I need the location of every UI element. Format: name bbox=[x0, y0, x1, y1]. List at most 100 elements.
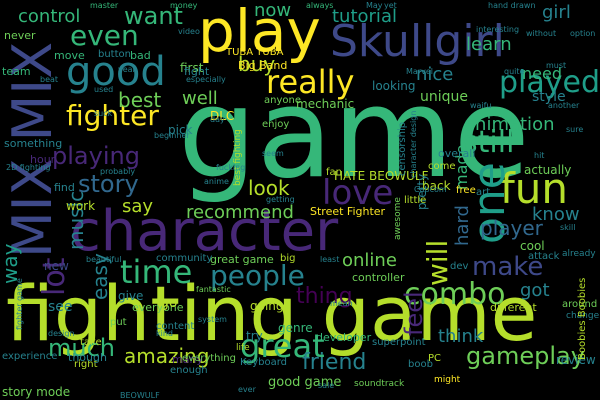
word: work bbox=[66, 199, 96, 213]
word: Big Band bbox=[238, 59, 288, 72]
word: story mode bbox=[2, 385, 71, 399]
word: system bbox=[198, 315, 227, 324]
word: hand drawn bbox=[488, 1, 536, 10]
word: PC bbox=[428, 353, 442, 364]
word: awesome bbox=[393, 197, 403, 240]
word: good bbox=[66, 49, 166, 95]
word: right bbox=[74, 359, 98, 370]
word: really bbox=[266, 63, 355, 101]
word: many bbox=[172, 353, 203, 366]
word: playing bbox=[52, 142, 140, 170]
word: best fighting bbox=[233, 129, 243, 186]
word: come bbox=[428, 161, 456, 172]
word: combo bbox=[404, 277, 506, 312]
word: never bbox=[4, 29, 36, 42]
word: know bbox=[532, 204, 580, 225]
word: Marvel bbox=[406, 67, 433, 76]
word: day bbox=[210, 115, 225, 124]
word: back bbox=[422, 179, 451, 193]
word: skill bbox=[560, 223, 576, 232]
word: now bbox=[254, 0, 292, 21]
word: played bbox=[499, 65, 600, 100]
word: seem bbox=[262, 149, 284, 158]
word: go bbox=[160, 295, 178, 311]
word: might bbox=[434, 375, 461, 385]
word: design bbox=[48, 329, 75, 338]
word: team bbox=[2, 65, 31, 78]
word: feel bbox=[400, 291, 428, 336]
word: BEOWULF bbox=[120, 391, 160, 400]
word: soundtrack bbox=[354, 379, 405, 389]
word: love bbox=[322, 173, 394, 213]
word: want bbox=[124, 2, 183, 30]
word: life bbox=[236, 343, 250, 353]
word: anime bbox=[204, 177, 229, 186]
word: much bbox=[48, 334, 115, 362]
word: thing bbox=[296, 284, 353, 309]
word: 2D fighting bbox=[6, 163, 51, 172]
word: still bbox=[462, 125, 515, 160]
word: TUBA TUBA bbox=[226, 47, 284, 58]
word: make bbox=[472, 252, 544, 282]
word: Capcom bbox=[414, 185, 447, 194]
word: little bbox=[404, 195, 427, 206]
word: least bbox=[320, 255, 340, 264]
word: style bbox=[532, 89, 566, 105]
word: enjoy bbox=[262, 119, 290, 130]
word: fun bbox=[500, 164, 569, 213]
word: beautiful bbox=[86, 255, 122, 264]
word: bad bbox=[130, 49, 151, 62]
word: nice bbox=[416, 64, 454, 85]
word: fighter game bbox=[15, 278, 24, 330]
word: pick bbox=[168, 123, 193, 137]
word: yet bbox=[384, 1, 397, 10]
word: used bbox=[94, 85, 114, 94]
word: will bbox=[421, 239, 454, 286]
word: good game bbox=[268, 375, 342, 390]
word: find bbox=[54, 181, 75, 194]
word: need bbox=[522, 64, 562, 83]
word: move bbox=[54, 49, 85, 62]
word: game bbox=[178, 62, 530, 206]
word: getting bbox=[266, 195, 295, 204]
word: friend bbox=[302, 350, 367, 375]
word: review bbox=[556, 353, 596, 367]
word: quite bbox=[504, 67, 525, 76]
word: look bbox=[248, 176, 290, 200]
word: another bbox=[548, 101, 580, 110]
word: put bbox=[110, 317, 127, 328]
word: people bbox=[210, 259, 305, 292]
word: gameplay bbox=[466, 342, 585, 370]
word: year bbox=[118, 65, 136, 74]
word: something bbox=[4, 137, 63, 150]
word: new bbox=[44, 259, 69, 273]
word: content bbox=[156, 321, 195, 332]
word: HATE BEOWULF bbox=[334, 169, 429, 183]
word: mean bbox=[330, 299, 353, 308]
word: fight bbox=[184, 65, 210, 78]
word: free bbox=[456, 185, 476, 196]
word: mechanic bbox=[296, 97, 355, 111]
word: first bbox=[180, 61, 204, 75]
word: fan bbox=[326, 167, 342, 178]
word: May bbox=[366, 1, 383, 10]
word: experience bbox=[2, 351, 58, 362]
word: money bbox=[170, 1, 198, 10]
word: beginner bbox=[154, 131, 190, 140]
word: animation bbox=[464, 114, 555, 135]
word: think bbox=[438, 326, 484, 347]
word: attack bbox=[528, 251, 560, 262]
word: online bbox=[342, 250, 397, 271]
word: hour bbox=[30, 153, 56, 166]
word: interesting bbox=[476, 25, 520, 34]
word: say bbox=[122, 196, 154, 217]
word: going bbox=[250, 299, 284, 313]
word: tutorial bbox=[332, 6, 397, 27]
word: story bbox=[78, 170, 139, 198]
word: point bbox=[400, 337, 426, 348]
word: Street Fighter bbox=[310, 205, 386, 218]
word: change bbox=[566, 311, 600, 321]
word: especially bbox=[186, 75, 226, 84]
word: even bbox=[70, 19, 139, 52]
word: Boobies Boobies bbox=[577, 277, 588, 360]
